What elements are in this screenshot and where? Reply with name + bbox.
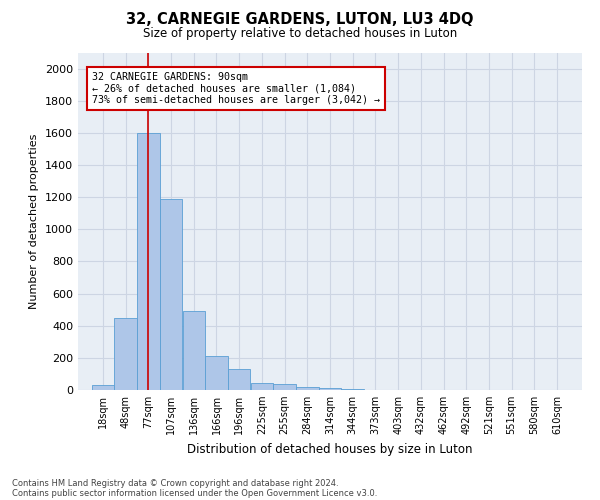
- Bar: [137, 133, 160, 390]
- Bar: [228, 369, 250, 390]
- Y-axis label: Number of detached properties: Number of detached properties: [29, 134, 40, 309]
- Bar: [92, 385, 114, 390]
- Bar: [182, 311, 205, 390]
- Bar: [205, 356, 228, 390]
- Bar: [160, 198, 182, 390]
- Bar: [251, 383, 273, 390]
- Bar: [296, 387, 319, 390]
- Bar: [274, 384, 296, 390]
- X-axis label: Distribution of detached houses by size in Luton: Distribution of detached houses by size …: [187, 442, 473, 456]
- Bar: [319, 388, 341, 390]
- Text: 32, CARNEGIE GARDENS, LUTON, LU3 4DQ: 32, CARNEGIE GARDENS, LUTON, LU3 4DQ: [126, 12, 474, 28]
- Text: Contains public sector information licensed under the Open Government Licence v3: Contains public sector information licen…: [12, 488, 377, 498]
- Text: Contains HM Land Registry data © Crown copyright and database right 2024.: Contains HM Land Registry data © Crown c…: [12, 478, 338, 488]
- Text: Size of property relative to detached houses in Luton: Size of property relative to detached ho…: [143, 28, 457, 40]
- Text: 32 CARNEGIE GARDENS: 90sqm
← 26% of detached houses are smaller (1,084)
73% of s: 32 CARNEGIE GARDENS: 90sqm ← 26% of deta…: [92, 72, 380, 105]
- Bar: [115, 318, 137, 390]
- Bar: [341, 388, 364, 390]
